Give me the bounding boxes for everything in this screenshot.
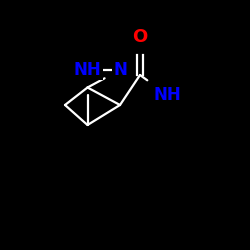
Text: O: O: [132, 28, 148, 46]
Text: NH: NH: [154, 86, 182, 104]
Text: NH: NH: [74, 61, 102, 79]
Text: N: N: [113, 61, 127, 79]
